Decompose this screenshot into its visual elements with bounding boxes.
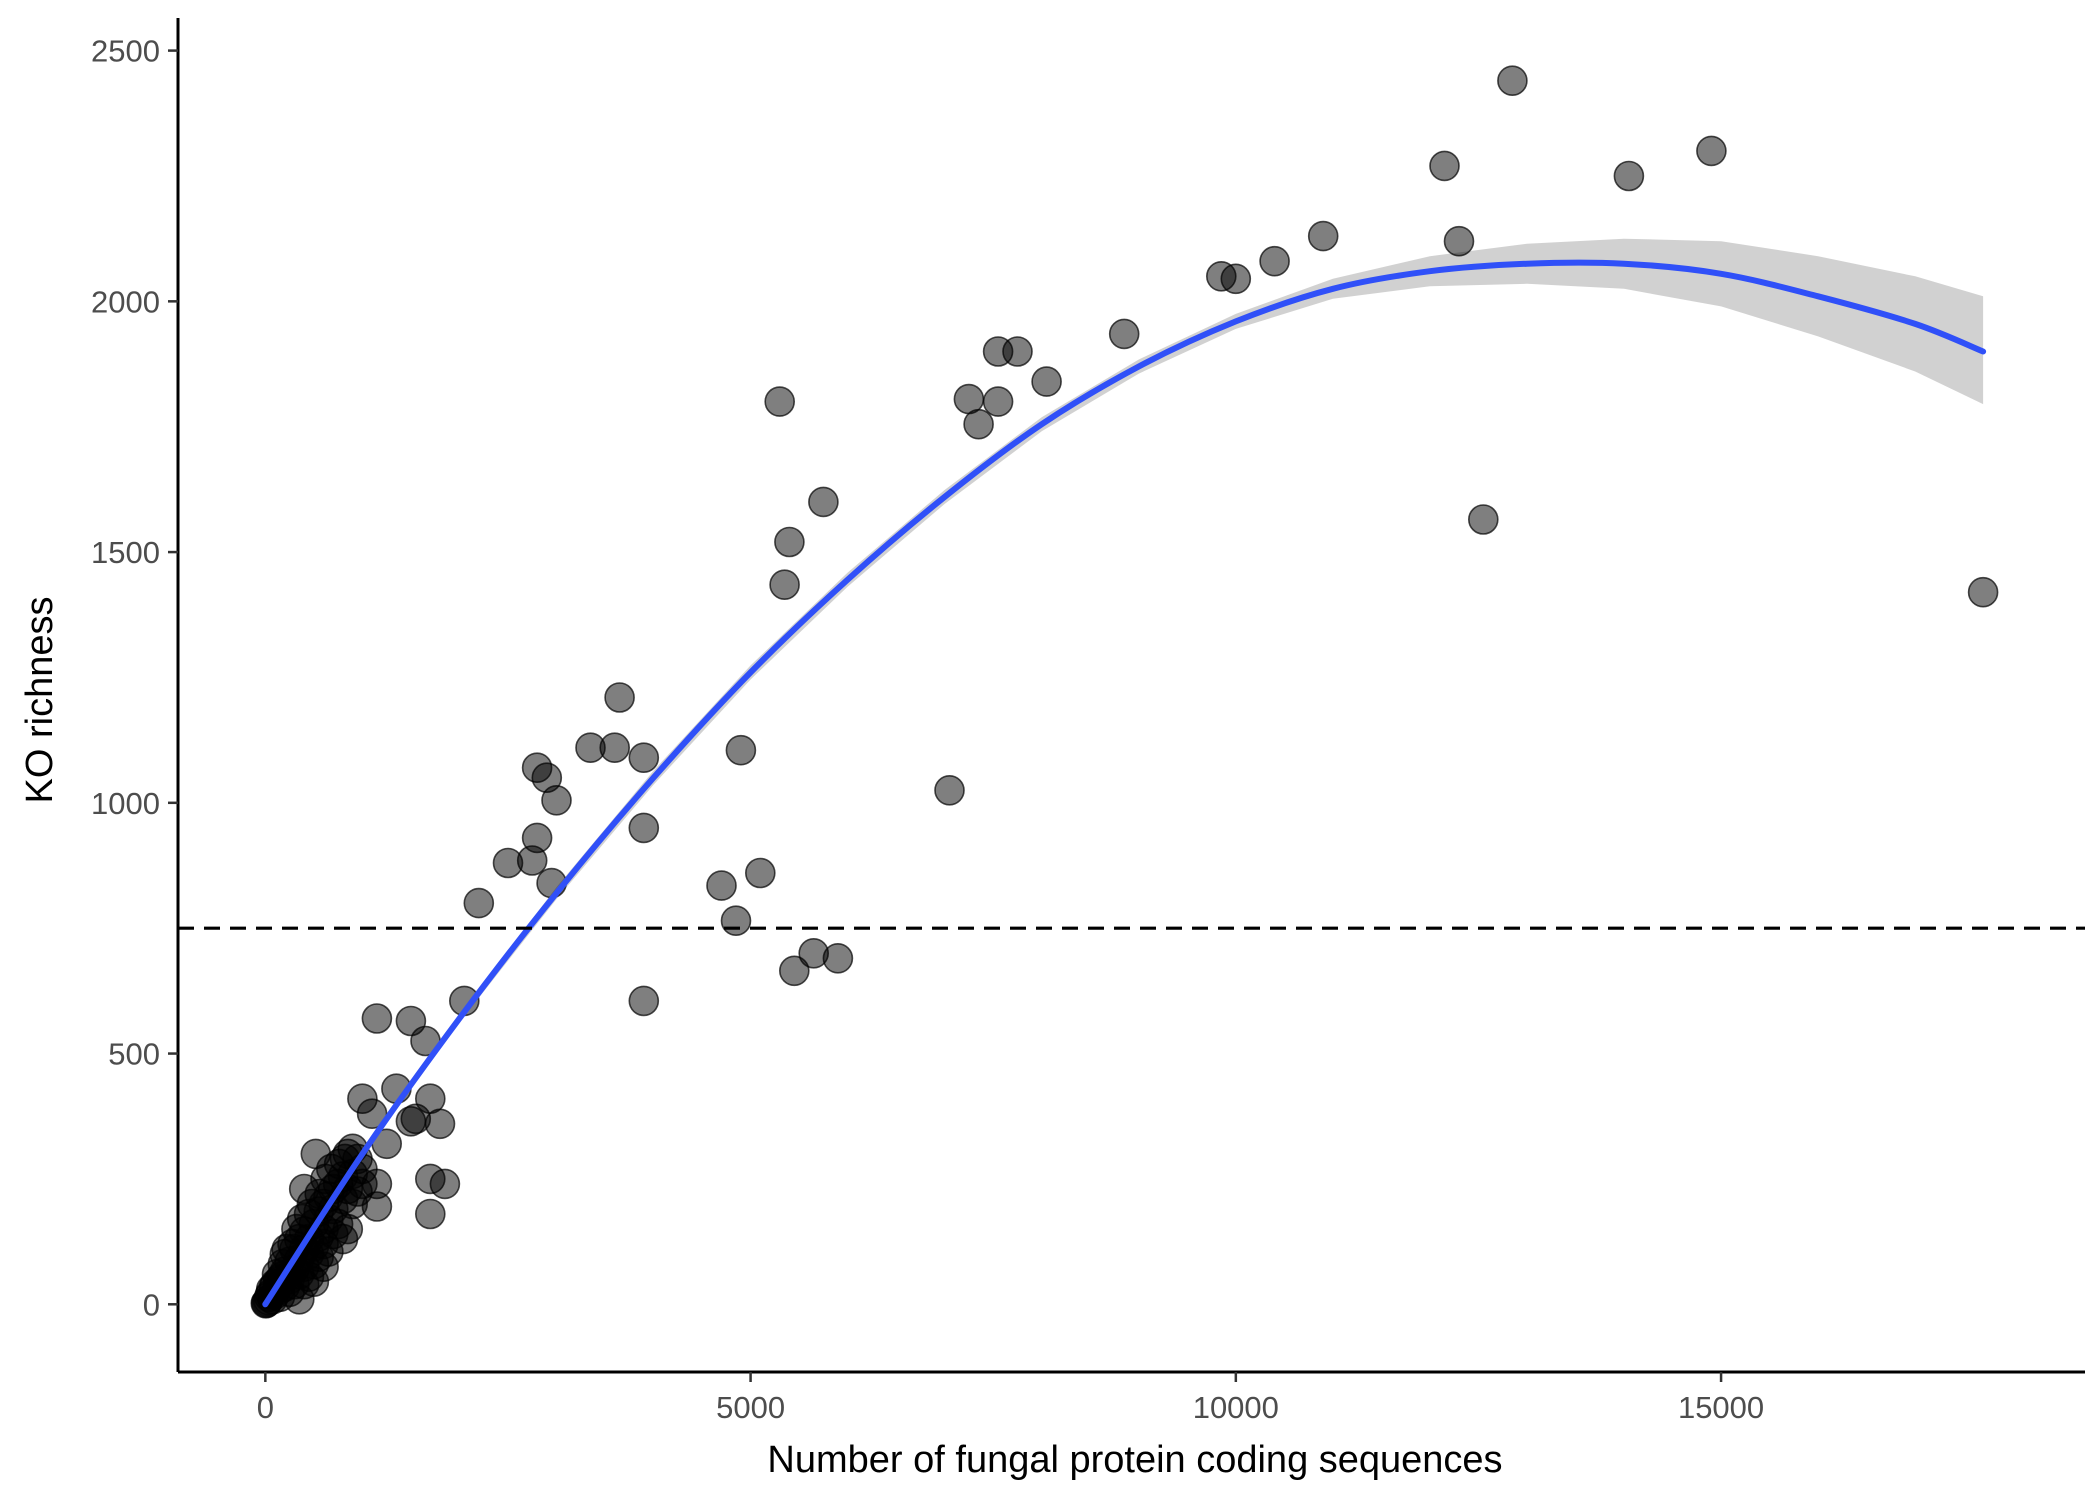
x-axis-title: Number of fungal protein coding sequence…	[767, 1439, 1502, 1481]
fit-line	[262, 259, 1987, 1308]
data-point	[1220, 263, 1252, 295]
x-tick-label: 0	[257, 1390, 274, 1425]
data-point	[725, 734, 757, 766]
data-point	[822, 942, 854, 974]
y-tick-label: 500	[108, 1037, 160, 1072]
y-tick-label: 2000	[91, 284, 160, 319]
data-point	[1443, 225, 1475, 257]
data-point	[1108, 318, 1140, 350]
data-point	[764, 386, 796, 417]
data-point	[361, 1003, 393, 1034]
y-tick-label: 0	[143, 1287, 160, 1322]
data-point	[769, 569, 800, 601]
data-point	[778, 955, 810, 987]
x-tick-label: 15000	[1678, 1390, 1764, 1425]
data-point	[516, 845, 548, 876]
x-tick-label: 5000	[716, 1390, 785, 1425]
data-point	[1967, 576, 1999, 608]
fit-line-layer	[262, 259, 1987, 1308]
data-point	[1259, 245, 1290, 277]
y-tick-label: 1000	[91, 786, 160, 821]
data-point	[934, 774, 965, 806]
data-point	[400, 1103, 432, 1135]
data-point	[414, 1198, 446, 1230]
axes-layer: 0 5000 10000 15000 0 500 1000 1500 2000 2500	[91, 18, 2085, 1425]
data-point	[1429, 150, 1460, 182]
data-point	[599, 732, 631, 764]
data-point	[1497, 65, 1528, 96]
data-point	[1613, 160, 1645, 192]
data-point	[628, 812, 660, 844]
data-point	[982, 386, 1014, 417]
data-point	[429, 1168, 461, 1200]
data-point	[963, 408, 994, 440]
data-point	[808, 486, 839, 518]
data-point	[706, 870, 737, 901]
data-point	[774, 526, 805, 558]
data-point	[1031, 366, 1062, 397]
y-axis-title: KO richness	[19, 597, 61, 804]
data-point	[1696, 135, 1727, 167]
data-point	[1002, 336, 1033, 367]
data-point	[541, 784, 572, 816]
data-point	[463, 887, 495, 919]
x-tick-label: 10000	[1193, 1390, 1279, 1425]
data-point	[720, 905, 752, 937]
data-point	[1468, 504, 1499, 535]
y-tick-label: 2500	[91, 34, 160, 69]
data-point	[628, 742, 660, 774]
y-tick-label: 1500	[91, 535, 160, 570]
data-point	[604, 682, 635, 713]
data-point	[744, 857, 776, 889]
data-point	[1307, 220, 1339, 252]
data-point	[628, 985, 660, 1017]
